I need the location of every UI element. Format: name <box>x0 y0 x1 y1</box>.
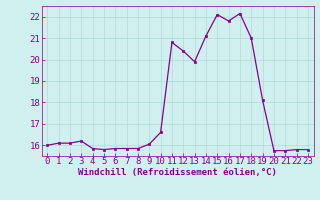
X-axis label: Windchill (Refroidissement éolien,°C): Windchill (Refroidissement éolien,°C) <box>78 168 277 177</box>
